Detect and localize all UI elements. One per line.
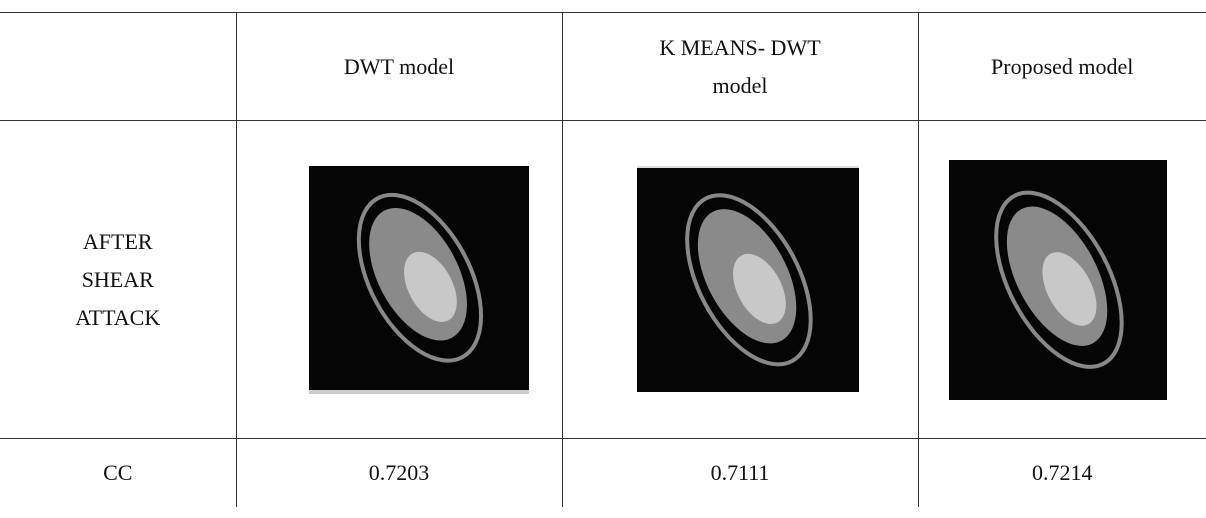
value-cell: 0.7111 [562, 439, 918, 508]
mri-image [949, 160, 1167, 400]
header-cell: Proposed model [918, 13, 1206, 121]
mri-image [309, 166, 529, 394]
value-cell: 0.7203 [236, 439, 562, 508]
page: {"table":{"header":["DWT model","K MEANS… [0, 12, 1206, 518]
header-row: DWT model K MEANS- DWT model Proposed mo… [0, 13, 1206, 121]
results-table: DWT model K MEANS- DWT model Proposed mo… [0, 12, 1206, 507]
cc-row: CC 0.7203 0.7111 0.7214 [0, 439, 1206, 508]
value-cell: 0.7214 [918, 439, 1206, 508]
header-text: K MEANS- DWT model [655, 29, 825, 105]
row-label: CC [0, 439, 236, 508]
row-label-text: AFTER SHEAR ATTACK [63, 223, 173, 337]
header-cell: DWT model [236, 13, 562, 121]
header-cell: K MEANS- DWT model [562, 13, 918, 121]
mri-image [637, 166, 859, 394]
image-row: AFTER SHEAR ATTACK [0, 121, 1206, 439]
image-cell [236, 121, 562, 439]
corner-cell [0, 13, 236, 121]
image-cell [918, 121, 1206, 439]
image-cell [562, 121, 918, 439]
row-label: AFTER SHEAR ATTACK [0, 121, 236, 439]
